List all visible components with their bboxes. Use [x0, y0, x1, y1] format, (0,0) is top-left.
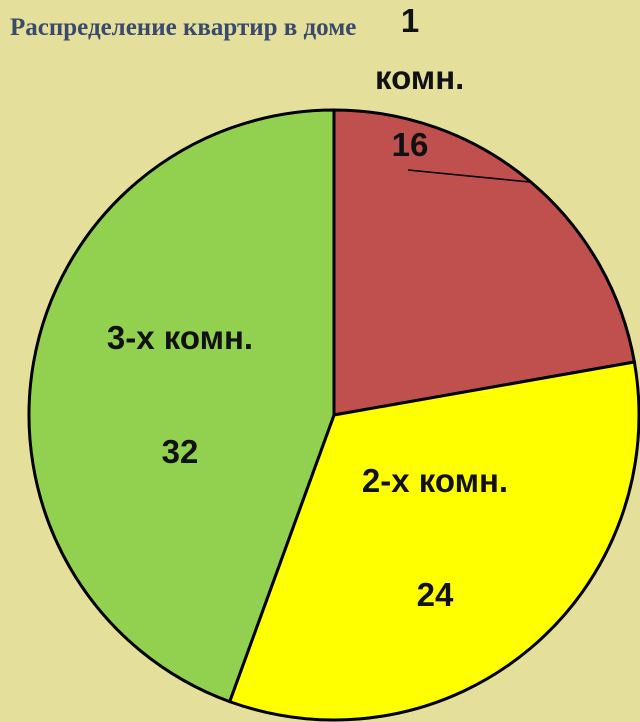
data-label-category: 3-х комн. [106, 319, 254, 356]
pie-slice [227, 360, 640, 722]
leader-line [407, 169, 531, 183]
data-label-category: 1 комн. [375, 2, 465, 96]
data-label-value: 24 [416, 576, 454, 613]
chart-title: Распределение квартир в доме [10, 14, 357, 41]
pie-slice [27, 108, 336, 704]
data-label-value: 32 [161, 433, 199, 470]
data-label-category: 2-х комн. [361, 462, 509, 499]
data-label-value: 16 [391, 126, 429, 163]
